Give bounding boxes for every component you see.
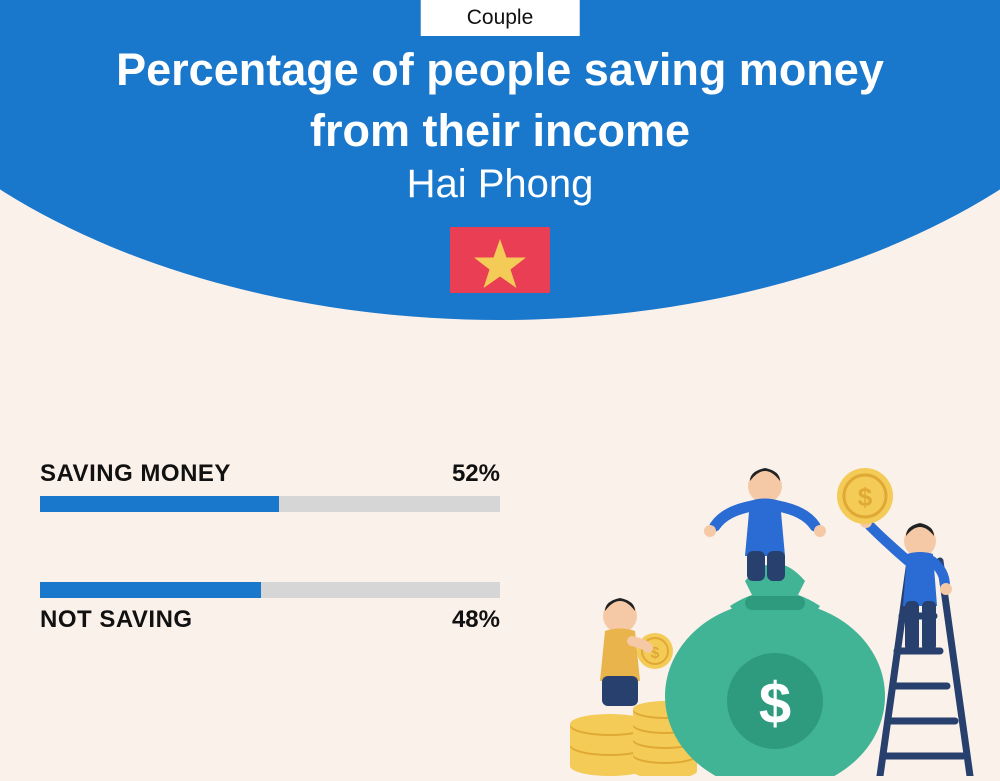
bar-saving-money: SAVING MONEY 52% bbox=[40, 460, 500, 512]
location-name: Hai Phong bbox=[407, 162, 594, 206]
bar-fill bbox=[40, 582, 261, 598]
bars-container: SAVING MONEY 52% NOT SAVING 48% bbox=[40, 460, 500, 704]
category-badge: Couple bbox=[421, 0, 580, 36]
bar-track bbox=[40, 496, 500, 512]
bar-track bbox=[40, 582, 500, 598]
bar-not-saving: NOT SAVING 48% bbox=[40, 582, 500, 634]
bar-value: 52% bbox=[452, 460, 500, 488]
bar-label: SAVING MONEY bbox=[40, 460, 231, 488]
bar-label: NOT SAVING bbox=[40, 606, 193, 634]
bar-fill bbox=[40, 496, 279, 512]
title-line-2: from their income bbox=[310, 105, 690, 156]
svg-text:$: $ bbox=[858, 482, 873, 512]
bar-value: 48% bbox=[452, 606, 500, 634]
bar-label-row: SAVING MONEY 52% bbox=[40, 460, 500, 488]
category-badge-label: Couple bbox=[467, 6, 534, 29]
vietnam-flag-icon bbox=[450, 227, 550, 293]
main-title: Percentage of people saving money from t… bbox=[0, 40, 1000, 162]
svg-text:$: $ bbox=[759, 671, 791, 736]
location-subtitle: Hai Phong bbox=[0, 162, 1000, 207]
bar-label-row: NOT SAVING 48% bbox=[40, 606, 500, 634]
title-line-1: Percentage of people saving money bbox=[116, 44, 884, 95]
savings-illustration-icon: $ $ bbox=[550, 426, 980, 776]
